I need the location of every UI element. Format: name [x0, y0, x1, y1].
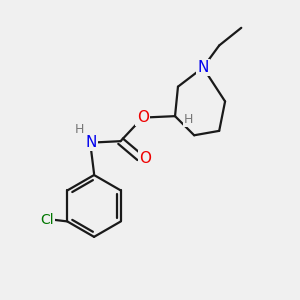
Text: N: N	[85, 135, 97, 150]
Text: O: O	[140, 151, 152, 166]
Text: Cl: Cl	[40, 213, 53, 227]
Text: H: H	[184, 112, 193, 126]
Text: O: O	[136, 110, 148, 125]
Text: H: H	[75, 123, 84, 136]
Text: N: N	[197, 60, 209, 75]
